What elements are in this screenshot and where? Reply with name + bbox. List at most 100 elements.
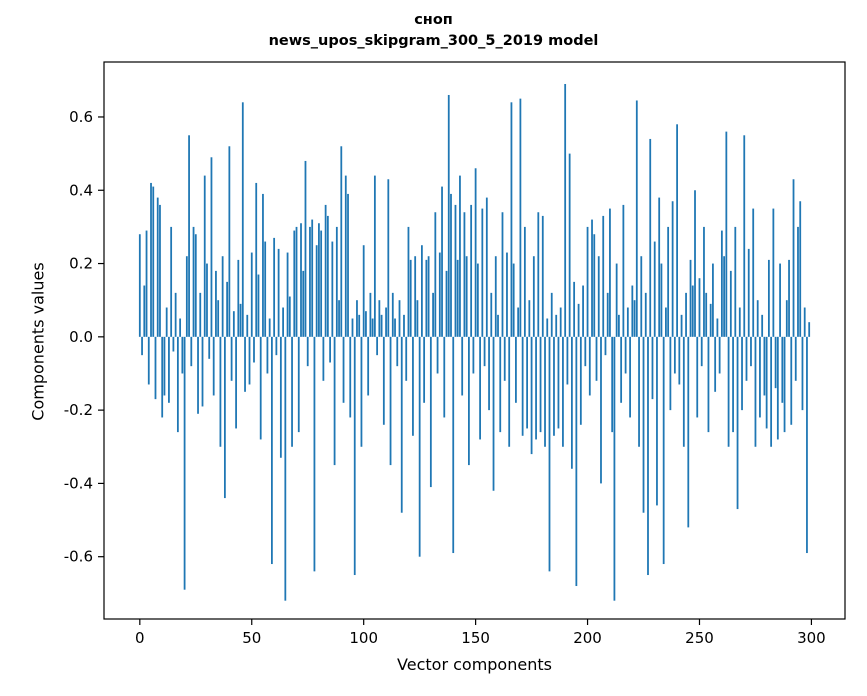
- bar: [262, 193, 264, 337]
- bar: [618, 314, 620, 337]
- bar: [707, 336, 710, 433]
- bar: [597, 256, 600, 337]
- bar: [523, 226, 526, 337]
- bar: [302, 270, 305, 337]
- bar: [490, 292, 493, 337]
- bar: [772, 208, 775, 337]
- bar: [562, 336, 564, 447]
- bar: [481, 208, 484, 337]
- bar: [347, 193, 349, 337]
- bar: [219, 336, 222, 447]
- bar: [604, 336, 607, 356]
- bar: [165, 307, 168, 337]
- bar: [745, 336, 748, 381]
- bar: [443, 336, 446, 418]
- bar: [181, 336, 184, 374]
- bar: [421, 245, 423, 337]
- bar: [248, 336, 251, 385]
- bar: [535, 336, 537, 440]
- bar: [669, 336, 672, 411]
- bar: [470, 204, 473, 337]
- bar: [454, 204, 457, 337]
- bar: [620, 336, 623, 403]
- y-tick-label: 0.2: [69, 255, 93, 273]
- bar: [342, 336, 345, 403]
- bar: [351, 318, 354, 337]
- bar: [566, 336, 569, 385]
- bar: [499, 336, 502, 433]
- bar: [407, 226, 410, 337]
- bar: [705, 292, 708, 337]
- bar: [673, 336, 676, 374]
- bar: [356, 300, 358, 337]
- bar: [367, 336, 370, 396]
- bar: [665, 307, 667, 337]
- bar: [609, 208, 611, 337]
- bar: [747, 248, 750, 337]
- bar: [212, 336, 215, 396]
- bar: [725, 131, 728, 337]
- bar: [729, 270, 732, 337]
- y-tick-label: -0.4: [64, 474, 93, 492]
- bar: [266, 336, 269, 374]
- bar: [273, 237, 276, 337]
- bar: [763, 336, 766, 396]
- bar: [197, 336, 199, 414]
- bar: [638, 336, 640, 447]
- x-axis-label: Vector components: [397, 655, 552, 674]
- bar: [255, 182, 258, 337]
- bar: [573, 281, 576, 337]
- bar: [512, 263, 515, 337]
- bar: [622, 204, 625, 337]
- bar: [750, 336, 752, 367]
- bar: [494, 256, 497, 337]
- bar: [206, 263, 208, 337]
- bar: [694, 190, 696, 337]
- bar: [602, 215, 605, 337]
- bar: [315, 245, 318, 337]
- x-tick-label: 100: [349, 629, 378, 647]
- bar: [808, 322, 811, 337]
- bar: [380, 314, 383, 337]
- bar: [801, 336, 804, 411]
- bar: [156, 197, 159, 337]
- bar: [613, 336, 616, 601]
- bar: [588, 336, 591, 396]
- bar: [803, 307, 806, 337]
- bar: [221, 256, 224, 337]
- bar: [631, 285, 634, 337]
- bar: [168, 336, 170, 403]
- bar: [382, 336, 385, 425]
- bar: [649, 138, 652, 337]
- bar: [333, 336, 336, 466]
- bar: [546, 318, 549, 337]
- bar: [703, 226, 705, 337]
- bar: [423, 336, 426, 403]
- bar: [170, 226, 173, 337]
- bar: [723, 256, 726, 337]
- bar: [436, 336, 439, 374]
- bar: [687, 336, 690, 528]
- bar: [785, 300, 788, 337]
- bar: [761, 314, 764, 337]
- bar: [300, 223, 302, 337]
- bar: [447, 94, 450, 337]
- bar: [226, 281, 229, 337]
- bar: [781, 336, 784, 403]
- bar: [716, 318, 719, 337]
- bar: [414, 256, 417, 337]
- bar: [770, 336, 773, 447]
- chart-title: сноп: [414, 12, 453, 28]
- bar: [416, 300, 419, 337]
- bar: [492, 336, 495, 491]
- bar: [774, 336, 777, 389]
- bar: [176, 336, 179, 433]
- bar: [329, 336, 331, 363]
- bar: [718, 336, 721, 374]
- bar: [653, 241, 656, 337]
- bar: [799, 201, 802, 337]
- bar: [150, 182, 152, 337]
- bar: [582, 285, 584, 337]
- bar: [539, 336, 542, 433]
